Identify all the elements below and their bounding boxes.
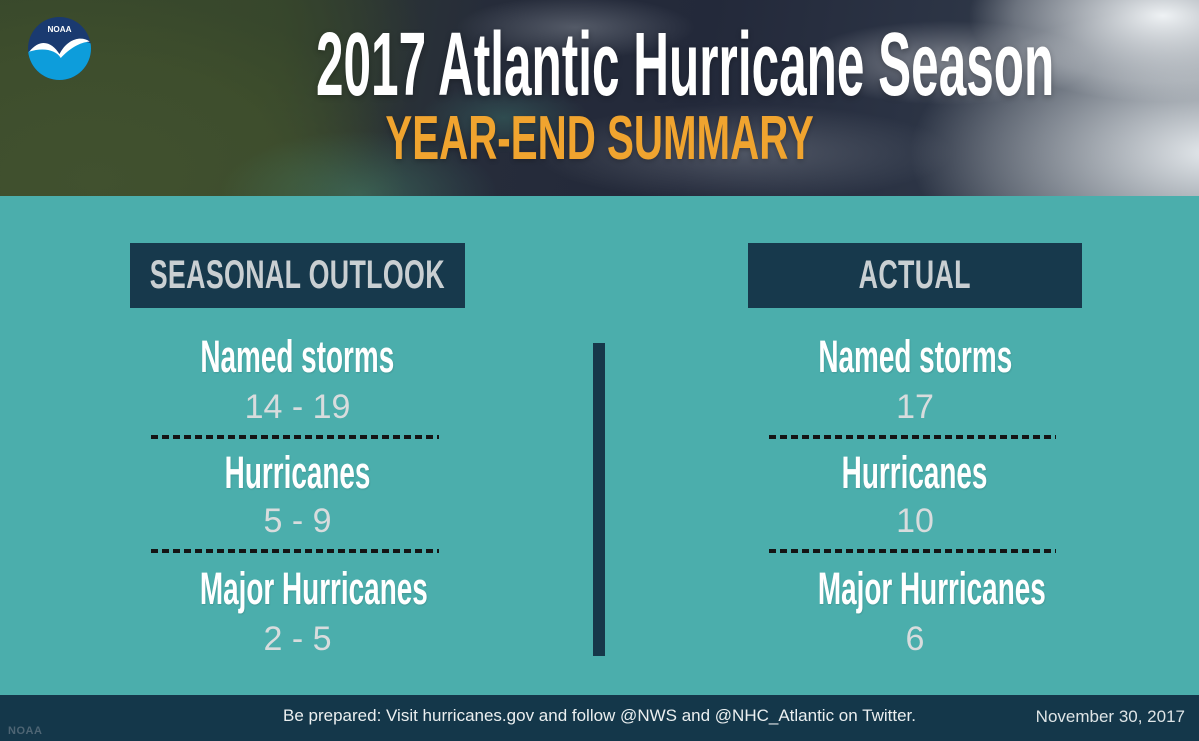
outlook-named-storms-value: 14 - 19 xyxy=(244,388,351,426)
actual-named-storms-label: Named storms xyxy=(818,331,1012,382)
column-divider xyxy=(593,343,605,656)
footer-date: November 30, 2017 xyxy=(1035,707,1185,726)
dotted-divider xyxy=(769,435,1056,439)
noaa-logo-icon: NOAA xyxy=(28,17,91,80)
actual-major-hurricanes-value: 6 xyxy=(905,620,925,658)
outlook-heading: SEASONAL OUTLOOK xyxy=(130,243,465,308)
actual-major-hurricanes-label: Major Hurricanes xyxy=(817,563,1046,614)
header-banner: NOAA 2017 Atlantic Hurricane Season YEAR… xyxy=(0,0,1199,196)
page-subtitle: YEAR-END SUMMARY xyxy=(385,104,814,173)
dotted-divider xyxy=(151,435,439,439)
noaa-logo-text: NOAA xyxy=(47,25,71,34)
outlook-named-storms-label: Named storms xyxy=(200,331,395,382)
actual-heading: ACTUAL xyxy=(748,243,1082,308)
footer-message: Be prepared: Visit hurricanes.gov and fo… xyxy=(283,706,916,725)
actual-hurricanes-label: Hurricanes xyxy=(842,447,988,498)
actual-named-storms-value: 17 xyxy=(896,388,934,426)
outlook-major-hurricanes-value: 2 - 5 xyxy=(263,620,332,658)
outlook-hurricanes-label: Hurricanes xyxy=(224,447,371,498)
noaa-credit: NOAA xyxy=(8,725,43,737)
page-title: 2017 Atlantic Hurricane Season xyxy=(316,15,1055,115)
outlook-column: SEASONAL OUTLOOK Named storms 14 - 19 Hu… xyxy=(130,196,465,694)
noaa-bird-icon xyxy=(29,38,90,58)
dotted-divider xyxy=(151,549,439,553)
outlook-major-hurricanes-label: Major Hurricanes xyxy=(199,563,428,614)
actual-hurricanes-value: 10 xyxy=(896,502,934,540)
noaa-logo: NOAA xyxy=(28,17,91,80)
actual-column: ACTUAL Named storms 17 Hurricanes 10 Maj… xyxy=(748,196,1082,694)
dotted-divider xyxy=(769,549,1056,553)
logo-sea xyxy=(28,41,91,80)
outlook-hurricanes-value: 5 - 9 xyxy=(263,502,332,540)
footer-bar: Be prepared: Visit hurricanes.gov and fo… xyxy=(0,695,1199,741)
